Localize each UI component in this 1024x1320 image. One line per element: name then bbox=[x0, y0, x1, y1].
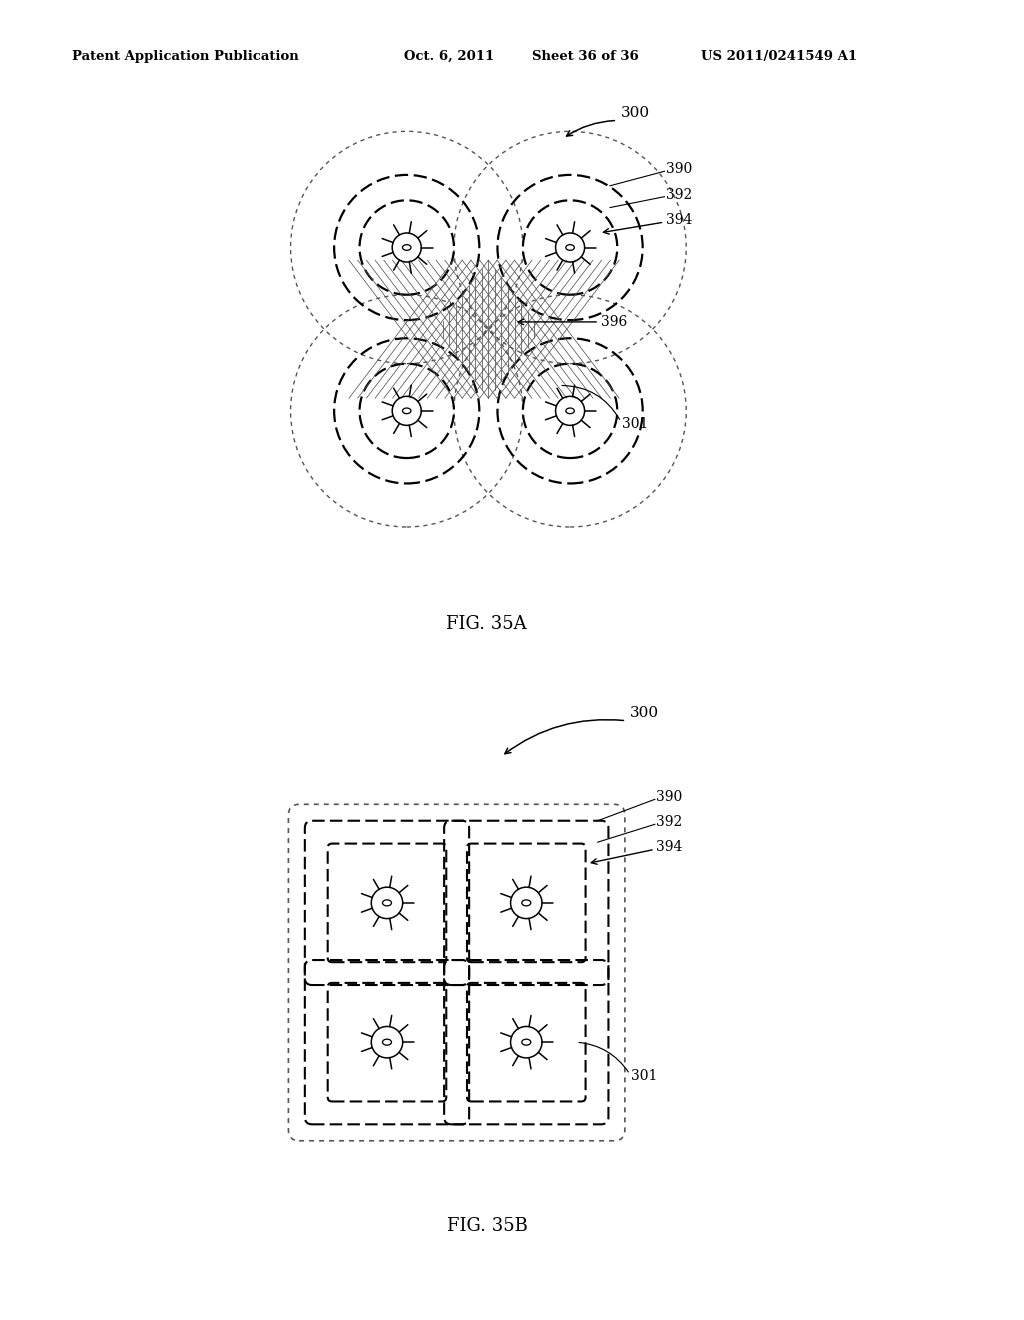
Text: 392: 392 bbox=[656, 816, 683, 829]
Text: 390: 390 bbox=[656, 791, 683, 804]
Text: 394: 394 bbox=[656, 841, 683, 854]
Text: Patent Application Publication: Patent Application Publication bbox=[72, 50, 298, 63]
Text: 390: 390 bbox=[666, 162, 692, 177]
Text: FIG. 35A: FIG. 35A bbox=[446, 615, 527, 632]
Text: 392: 392 bbox=[666, 187, 692, 202]
Text: 396: 396 bbox=[600, 314, 627, 329]
Text: 300: 300 bbox=[630, 706, 659, 721]
Text: Oct. 6, 2011: Oct. 6, 2011 bbox=[404, 50, 495, 63]
Text: 300: 300 bbox=[621, 106, 650, 120]
Text: US 2011/0241549 A1: US 2011/0241549 A1 bbox=[701, 50, 857, 63]
Text: 301: 301 bbox=[632, 1069, 657, 1082]
Text: FIG. 35B: FIG. 35B bbox=[446, 1217, 527, 1236]
Text: 301: 301 bbox=[623, 417, 649, 430]
Text: 394: 394 bbox=[666, 214, 692, 227]
Text: Sheet 36 of 36: Sheet 36 of 36 bbox=[532, 50, 639, 63]
